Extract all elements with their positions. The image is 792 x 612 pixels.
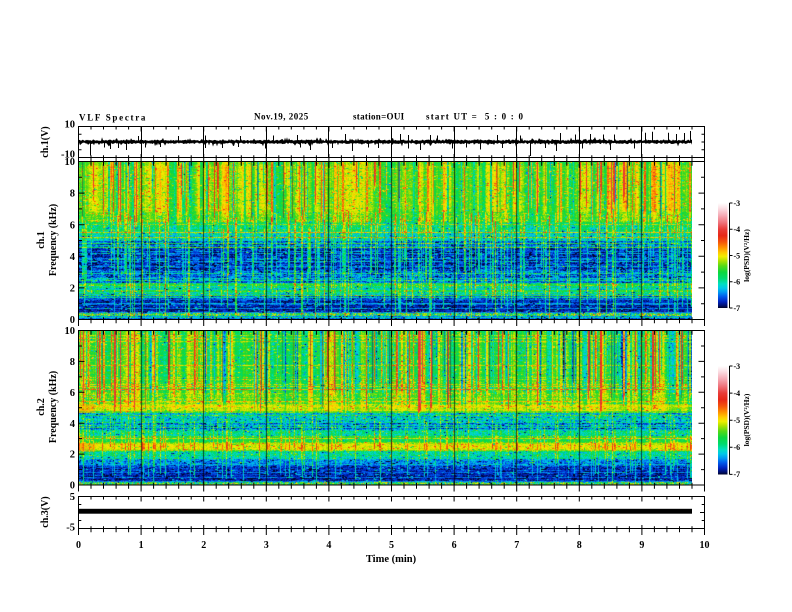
svg-text:start UT = 5 : 0 : 0: start UT = 5 : 0 : 0	[426, 112, 524, 122]
svg-text:10: 10	[65, 326, 76, 337]
svg-text:-7: -7	[734, 304, 741, 313]
svg-text:5: 5	[389, 540, 394, 551]
svg-text:-4: -4	[734, 225, 741, 234]
svg-text:10: 10	[65, 120, 76, 131]
svg-text:10: 10	[700, 540, 710, 551]
svg-text:10: 10	[65, 157, 76, 168]
svg-text:-5: -5	[734, 416, 741, 425]
svg-text:4: 4	[70, 419, 76, 430]
svg-text:6: 6	[70, 388, 75, 399]
svg-text:Time (min): Time (min)	[366, 554, 417, 565]
svg-text:0: 0	[70, 481, 75, 492]
svg-text:8: 8	[70, 357, 75, 368]
svg-text:Nov.19, 2025: Nov.19, 2025	[254, 112, 309, 122]
svg-text:2: 2	[70, 450, 75, 461]
svg-text:4: 4	[326, 540, 331, 551]
svg-text:8: 8	[70, 189, 75, 200]
svg-text:ch.3(V): ch.3(V)	[40, 496, 51, 527]
svg-text:2: 2	[201, 540, 206, 551]
svg-text:-3: -3	[734, 199, 741, 208]
svg-text:9: 9	[639, 540, 644, 551]
svg-text:VLF Spectra: VLF Spectra	[79, 113, 147, 123]
svg-text:station=OUI: station=OUI	[353, 112, 405, 122]
svg-text:-3: -3	[734, 362, 741, 371]
svg-text:Frequency (kHz): Frequency (kHz)	[48, 204, 59, 276]
svg-text:5: 5	[70, 492, 75, 503]
svg-text:0: 0	[76, 540, 81, 551]
svg-text:-5: -5	[734, 251, 741, 260]
svg-text:Frequency (kHz): Frequency (kHz)	[48, 371, 59, 443]
svg-text:-7: -7	[734, 470, 741, 479]
svg-text:-10: -10	[61, 150, 75, 161]
svg-text:4: 4	[70, 252, 76, 263]
svg-text:-4: -4	[734, 389, 741, 398]
svg-text:ch.2: ch.2	[36, 398, 47, 416]
svg-text:-5: -5	[66, 523, 75, 534]
svg-text:log(PSD)(V²/Hz): log(PSD)(V²/Hz)	[742, 393, 751, 446]
svg-text:6: 6	[70, 220, 75, 231]
svg-text:0: 0	[70, 315, 75, 326]
svg-text:log(PSD)(V²/Hz): log(PSD)(V²/Hz)	[742, 229, 751, 282]
svg-text:-6: -6	[734, 443, 741, 452]
svg-text:1: 1	[139, 540, 144, 551]
svg-text:6: 6	[452, 540, 457, 551]
svg-text:2: 2	[70, 284, 75, 295]
svg-text:8: 8	[577, 540, 582, 551]
svg-text:3: 3	[264, 540, 269, 551]
svg-text:7: 7	[514, 540, 519, 551]
svg-text:ch.1: ch.1	[36, 231, 47, 249]
svg-text:-6: -6	[734, 278, 741, 287]
svg-text:ch.1(V): ch.1(V)	[40, 126, 51, 157]
